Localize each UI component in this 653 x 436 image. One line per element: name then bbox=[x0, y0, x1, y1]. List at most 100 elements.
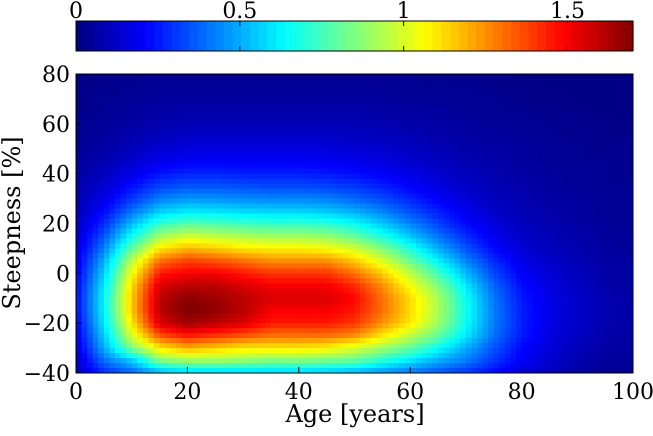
heatmap-cell bbox=[427, 298, 433, 303]
heatmap-cell bbox=[160, 159, 166, 164]
heatmap-cell bbox=[622, 283, 628, 288]
heatmap-cell bbox=[577, 179, 583, 184]
heatmap-cell bbox=[466, 228, 472, 233]
heatmap-cell bbox=[288, 293, 294, 298]
heatmap-cell bbox=[316, 194, 322, 199]
heatmap-cell bbox=[438, 89, 444, 94]
heatmap-cell bbox=[444, 219, 450, 224]
heatmap-cell bbox=[293, 214, 299, 219]
heatmap-cell bbox=[210, 119, 216, 124]
heatmap-cell bbox=[522, 189, 528, 194]
heatmap-cell bbox=[499, 293, 505, 298]
heatmap-cell bbox=[455, 268, 461, 273]
heatmap-cell bbox=[115, 149, 121, 154]
heatmap-cell bbox=[171, 288, 177, 293]
heatmap-cell bbox=[388, 139, 394, 144]
heatmap-cell bbox=[232, 313, 238, 318]
heatmap-cell bbox=[310, 214, 316, 219]
heatmap-cell bbox=[416, 154, 422, 159]
heatmap-cell bbox=[561, 109, 567, 114]
heatmap-cell bbox=[616, 174, 622, 179]
heatmap-cell bbox=[215, 308, 221, 313]
heatmap-cell bbox=[221, 129, 227, 134]
heatmap-cell bbox=[210, 89, 216, 94]
heatmap-cell bbox=[115, 129, 121, 134]
heatmap-cell bbox=[343, 199, 349, 204]
heatmap-cell bbox=[371, 308, 377, 313]
heatmap-cell bbox=[488, 74, 494, 79]
heatmap-cell bbox=[455, 74, 461, 79]
heatmap-cell bbox=[243, 174, 249, 179]
heatmap-cell bbox=[109, 149, 115, 154]
heatmap-cell bbox=[471, 169, 477, 174]
heatmap-cell bbox=[421, 298, 427, 303]
heatmap-cell bbox=[382, 288, 388, 293]
heatmap-cell bbox=[399, 144, 405, 149]
heatmap-cell bbox=[527, 169, 533, 174]
heatmap-cell bbox=[243, 283, 249, 288]
heatmap-cell bbox=[471, 74, 477, 79]
heatmap-cell bbox=[249, 104, 255, 109]
heatmap-cell bbox=[282, 154, 288, 159]
heatmap-cell bbox=[226, 84, 232, 89]
heatmap-cell bbox=[93, 233, 99, 238]
heatmap-cell bbox=[549, 303, 555, 308]
heatmap-cell bbox=[176, 109, 182, 114]
heatmap-cell bbox=[143, 303, 149, 308]
heatmap-cell bbox=[293, 154, 299, 159]
heatmap-cell bbox=[332, 189, 338, 194]
heatmap-cell bbox=[299, 159, 305, 164]
heatmap-cell bbox=[126, 204, 132, 209]
heatmap-cell bbox=[148, 224, 154, 229]
heatmap-cell bbox=[522, 124, 528, 129]
heatmap-cell bbox=[444, 308, 450, 313]
heatmap-cell bbox=[388, 144, 394, 149]
heatmap-cell bbox=[616, 129, 622, 134]
heatmap-cell bbox=[277, 194, 283, 199]
heatmap-cell bbox=[321, 139, 327, 144]
heatmap-cell bbox=[143, 74, 149, 79]
heatmap-cell bbox=[187, 253, 193, 258]
heatmap-cell bbox=[210, 84, 216, 89]
heatmap-cell bbox=[549, 308, 555, 313]
heatmap-cell bbox=[527, 164, 533, 169]
heatmap-cell bbox=[109, 273, 115, 278]
heatmap-cell bbox=[432, 293, 438, 298]
heatmap-cell bbox=[232, 233, 238, 238]
heatmap-cell bbox=[427, 144, 433, 149]
heatmap-cell bbox=[310, 233, 316, 238]
heatmap-cell bbox=[104, 248, 110, 253]
heatmap-cell bbox=[622, 89, 628, 94]
heatmap-cell bbox=[76, 228, 82, 233]
heatmap-cell bbox=[438, 149, 444, 154]
heatmap-cell bbox=[171, 134, 177, 139]
heatmap-cell bbox=[171, 258, 177, 263]
heatmap-cell bbox=[538, 273, 544, 278]
heatmap-cell bbox=[494, 189, 500, 194]
heatmap-cell bbox=[393, 313, 399, 318]
heatmap-cell bbox=[82, 119, 88, 124]
heatmap-cell bbox=[616, 164, 622, 169]
heatmap-cell bbox=[494, 124, 500, 129]
heatmap-cell bbox=[338, 159, 344, 164]
heatmap-cell bbox=[238, 219, 244, 224]
heatmap-cell bbox=[121, 144, 127, 149]
heatmap-cell bbox=[176, 129, 182, 134]
heatmap-cell bbox=[282, 139, 288, 144]
heatmap-cell bbox=[310, 154, 316, 159]
heatmap-cell bbox=[611, 89, 617, 94]
heatmap-cell bbox=[293, 124, 299, 129]
heatmap-cell bbox=[265, 79, 271, 84]
heatmap-cell bbox=[176, 89, 182, 94]
heatmap-cell bbox=[488, 209, 494, 214]
heatmap-cell bbox=[611, 84, 617, 89]
heatmap-cell bbox=[327, 313, 333, 318]
heatmap-cell bbox=[226, 114, 232, 119]
heatmap-cell bbox=[76, 84, 82, 89]
heatmap-cell bbox=[288, 209, 294, 214]
heatmap-cell bbox=[421, 283, 427, 288]
heatmap-cell bbox=[555, 228, 561, 233]
heatmap-cell bbox=[494, 278, 500, 283]
heatmap-cell bbox=[410, 233, 416, 238]
heatmap-cell bbox=[533, 119, 539, 124]
